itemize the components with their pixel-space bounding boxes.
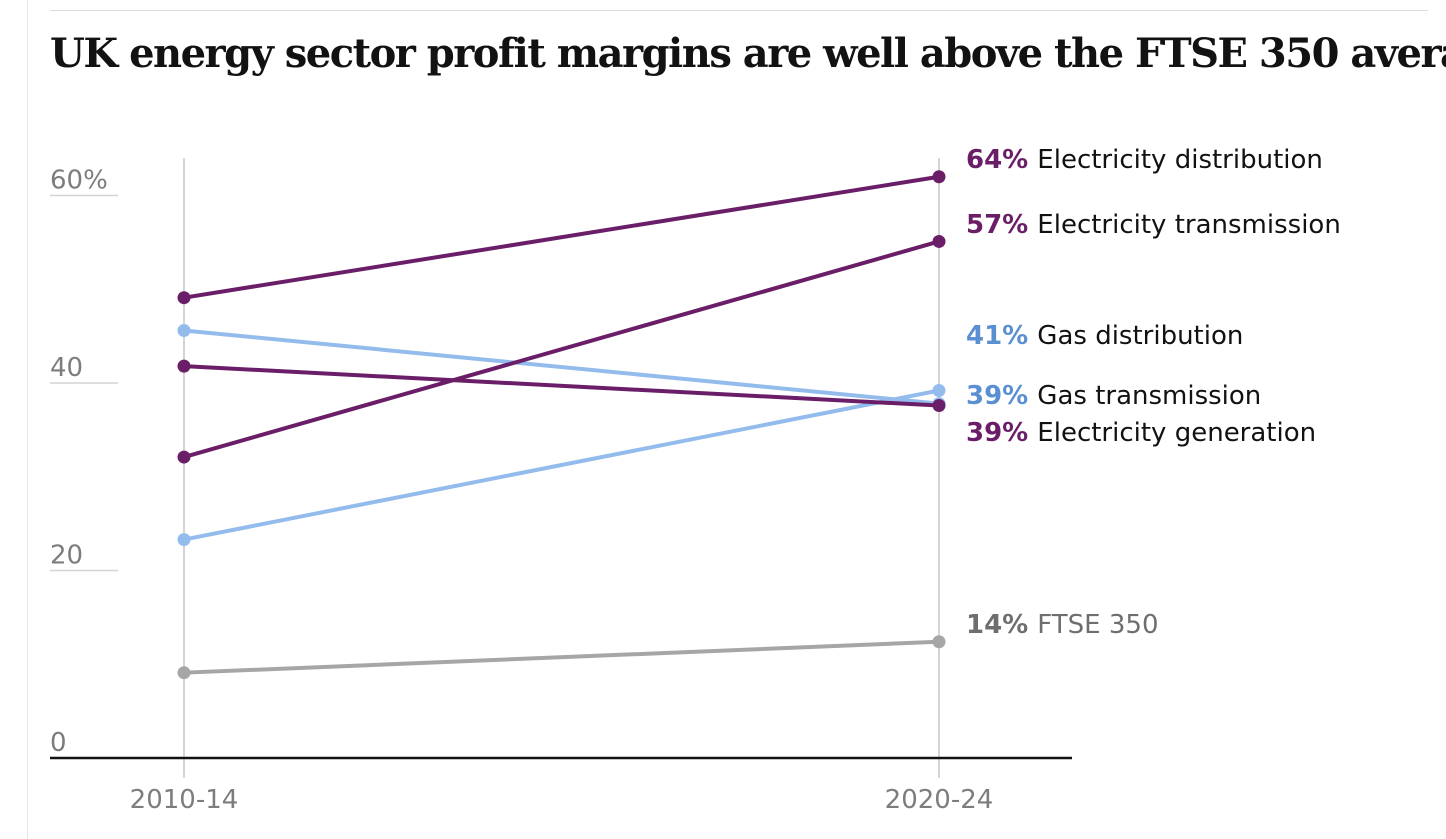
point-ftse-end: [932, 635, 946, 649]
y-tick-label: 20: [50, 541, 83, 571]
point-gas-trans-start: [177, 324, 191, 337]
series-label-elec-gen: 39% Electricity generation: [966, 418, 1316, 448]
series-line-elec-gen: [182, 364, 941, 408]
x-tick-label: 2020-24: [885, 785, 994, 815]
point-elec-dist-start: [177, 291, 191, 305]
point-elec-gen-end: [932, 399, 946, 412]
point-ftse-start: [177, 666, 191, 680]
top-rule: [50, 10, 1428, 11]
x-tick-label: 2010-14: [130, 785, 239, 815]
series-line-gas-trans: [182, 328, 941, 406]
point-elec-dist-end: [932, 170, 946, 184]
series-line-ftse: [182, 639, 941, 675]
series-label-elec-trans: 57% Electricity transmission: [966, 210, 1341, 240]
point-elec-gen-start: [177, 359, 191, 373]
series-label-ftse: 14% FTSE 350: [966, 610, 1159, 640]
y-tick-label: 60%: [50, 166, 108, 196]
y-tick-label: 40: [50, 353, 83, 383]
series-line-elec-trans: [182, 239, 941, 460]
series-lines: [177, 170, 946, 680]
y-tick-label: 0: [50, 728, 67, 758]
point-gas-dist-end: [932, 384, 946, 397]
series-line-elec-dist: [182, 174, 941, 300]
series-label-elec-dist: 64% Electricity distribution: [966, 145, 1323, 175]
point-gas-dist-start: [177, 533, 191, 547]
gridlines: 0 20 40 60% 2010-14 2020-24: [50, 158, 1072, 815]
series-label-gas-trans: 39% Gas transmission: [966, 381, 1261, 411]
chart-frame: [27, 0, 1446, 839]
point-elec-trans-start: [177, 450, 191, 464]
series-label-gas-dist: 41% Gas distribution: [966, 321, 1243, 351]
series-line-gas-dist: [182, 388, 941, 542]
chart-title: UK energy sector profit margins are well…: [50, 30, 1446, 77]
series-labels: 64% Electricity distribution 57% Electric…: [966, 145, 1341, 640]
point-elec-trans-end: [932, 234, 946, 248]
